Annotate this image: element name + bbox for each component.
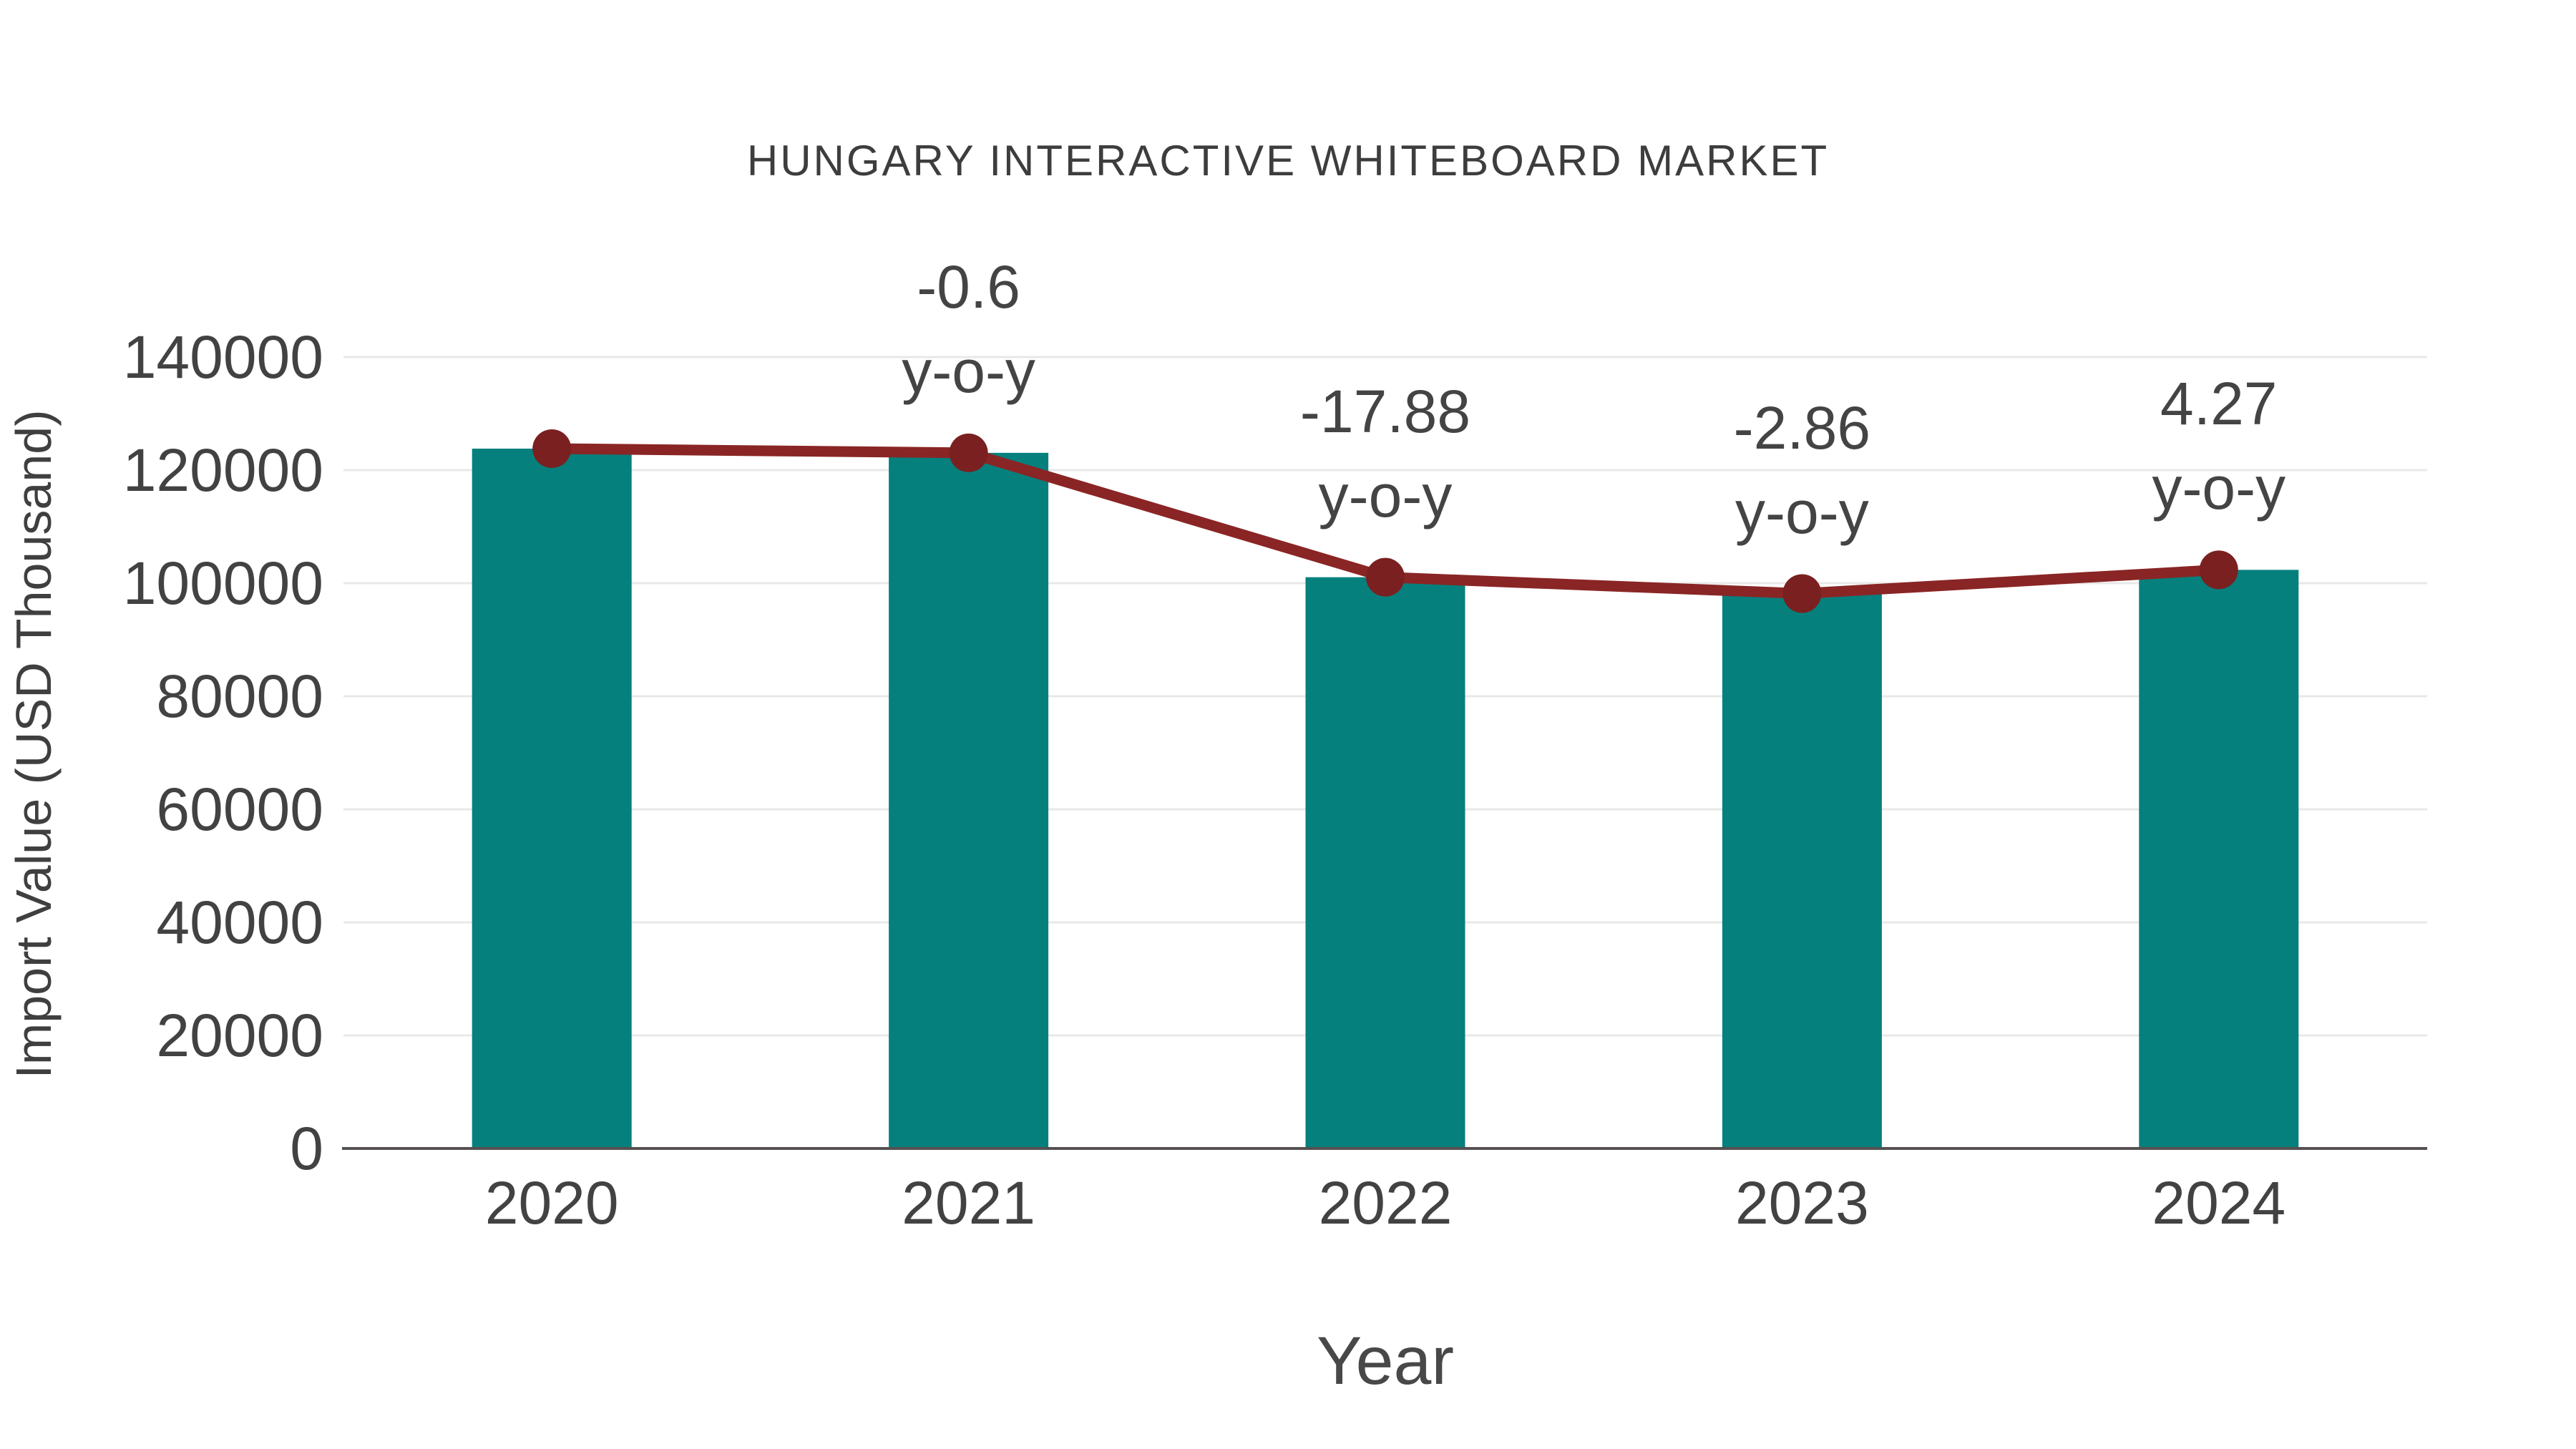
yoy-annotation-2022: -17.88 y-o-y xyxy=(1300,369,1470,538)
y-tick-label: 20000 xyxy=(156,1002,323,1069)
yoy-suffix: y-o-y xyxy=(1318,462,1453,530)
line-marker-2022 xyxy=(1366,557,1405,597)
y-tick-label: 100000 xyxy=(122,550,323,617)
x-tick-label: 2022 xyxy=(1318,1169,1453,1236)
yoy-annotation-2023: -2.86 y-o-y xyxy=(1734,386,1870,555)
chart-title: HUNGARY INTERACTIVE WHITEBOARD MARKET xyxy=(746,137,1830,185)
line-marker-2020 xyxy=(532,429,572,468)
x-tick-label: 2024 xyxy=(2152,1169,2286,1236)
yoy-value: -2.86 xyxy=(1733,394,1871,462)
yoy-value: -17.88 xyxy=(1299,377,1471,445)
x-tick-label: 2021 xyxy=(902,1169,1036,1236)
yoy-annotation-2021: -0.6 y-o-y xyxy=(902,245,1035,414)
y-tick-label: 80000 xyxy=(156,663,323,730)
line-marker-2023 xyxy=(1782,574,1822,613)
y-tick-label: 40000 xyxy=(156,889,323,956)
yoy-annotation-2024: 4.27 y-o-y xyxy=(2152,361,2285,530)
yoy-suffix: y-o-y xyxy=(2152,454,2286,522)
y-tick-label: 120000 xyxy=(122,436,323,504)
bar-2021 xyxy=(889,452,1049,1148)
line-marker-2021 xyxy=(949,433,988,472)
bar-2020 xyxy=(472,448,632,1148)
y-tick-label: 140000 xyxy=(122,323,323,391)
bar-2022 xyxy=(1305,577,1465,1148)
yoy-value: 4.27 xyxy=(2160,370,2278,438)
x-tick-label: 2023 xyxy=(1735,1169,1869,1236)
y-tick-label: 0 xyxy=(290,1115,323,1182)
y-axis-title: Import Value (USD Thousand) xyxy=(6,409,62,1079)
yoy-suffix: y-o-y xyxy=(902,337,1035,405)
yoy-suffix: y-o-y xyxy=(1735,478,1869,546)
x-tick-label: 2020 xyxy=(484,1169,619,1236)
bar-2023 xyxy=(1722,593,1882,1148)
bar-2024 xyxy=(2139,570,2299,1148)
yoy-value: -0.6 xyxy=(917,253,1020,321)
y-tick-label: 60000 xyxy=(156,776,323,843)
x-axis-title: Year xyxy=(1317,1323,1454,1399)
line-marker-2024 xyxy=(2199,550,2238,590)
